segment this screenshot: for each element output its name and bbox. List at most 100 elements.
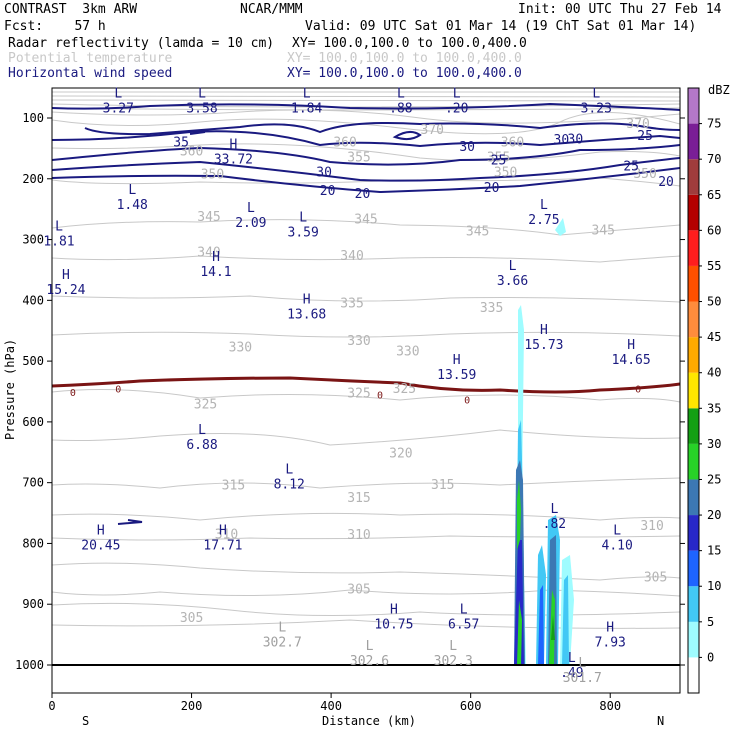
extremum-label: H 14.1	[200, 250, 231, 280]
extremum-label: L 8.12	[274, 463, 305, 493]
colorbar-swatch	[688, 88, 699, 124]
colorbar-swatch	[688, 479, 699, 516]
theta-label: 305	[347, 583, 370, 598]
y-tick-label: 100	[22, 111, 44, 125]
extremum-label: L 3.27	[103, 86, 134, 116]
colorbar: 0 5 10 15 20 25 30 35 40 45 50 55 60 65 70 75	[687, 87, 721, 694]
init-time: Init: 00 UTC Thu 27 Feb 14	[518, 2, 722, 17]
theta-label: 340	[340, 249, 363, 264]
colorbar-swatch	[688, 301, 699, 338]
extremum-label: L 3.66	[497, 259, 528, 289]
colorbar-tick-label: 75	[707, 117, 721, 131]
wind-label: 20	[484, 181, 500, 196]
wind-label: 35	[173, 135, 189, 150]
y-tick-label: 900	[22, 597, 44, 611]
wind-label: 0	[635, 384, 641, 395]
forecast-hour: Fcst: 57 h	[4, 19, 106, 34]
theta-label: 305	[180, 611, 203, 626]
extremum-label: H 33.72	[214, 137, 253, 167]
colorbar-swatch	[688, 265, 699, 302]
extremum-label: H 7.93	[595, 621, 626, 651]
x-tick-label: 0	[48, 699, 55, 713]
wind-label: 0	[70, 388, 76, 399]
theta-label: 315	[431, 478, 454, 493]
colorbar-tick-label: 20	[707, 508, 721, 522]
theta-label: 315	[222, 479, 245, 494]
theta-label: 325	[194, 397, 217, 412]
x-tick-label: 800	[599, 699, 621, 713]
extremum-label: H 13.68	[287, 292, 326, 322]
theta-label: 350	[633, 167, 656, 182]
theta-label: 360	[180, 144, 203, 159]
theta-label: 345	[592, 223, 615, 238]
colorbar-tick-label: 15	[707, 544, 721, 558]
extremum-label: L 302.6	[350, 639, 389, 669]
extremum-label: L .82	[543, 502, 566, 532]
colorbar-swatch	[688, 159, 699, 195]
wind-label: 30	[568, 132, 584, 147]
extremum-label: H 17.71	[203, 523, 242, 553]
theta-label: 360	[333, 135, 356, 150]
theta-label: 350	[494, 166, 517, 181]
plot-frame	[51, 87, 681, 694]
theta-label: 330	[396, 344, 419, 359]
colorbar-tick-label: 65	[707, 188, 721, 202]
colorbar-swatch	[688, 230, 699, 266]
extremum-label: L .20	[445, 86, 468, 116]
theta-label: 310	[640, 519, 663, 534]
theta-label: 305	[644, 570, 667, 585]
field-wind-xy: XY= 100.0,100.0 to 100.0,400.0	[287, 66, 522, 81]
colorbar-swatch	[688, 550, 699, 587]
colorbar-swatch	[688, 408, 699, 444]
extremum-label: H 14.65	[612, 338, 651, 368]
extremum-label: L .88	[389, 86, 412, 116]
wind-label: 30	[316, 166, 332, 181]
theta-label: 345	[197, 210, 220, 225]
extremum-label: L 302.3	[434, 639, 473, 669]
extremum-label: L 3.58	[186, 86, 217, 116]
wind-label: 20	[658, 175, 674, 190]
y-tick-label: 200	[22, 172, 44, 186]
theta-label: 325	[393, 382, 416, 397]
extrema-labels: L 3.27 L 3.58 L 1.84 L .88 L .20 L 3.23 H 33.72 L 1.48 L…	[43, 86, 650, 685]
extremum-label: H 20.45	[81, 523, 120, 553]
zero-contour-line	[52, 376, 680, 394]
extremum-label: L 1.48	[117, 183, 148, 213]
theta-label: 350	[201, 168, 224, 183]
colorbar-tick-label: 10	[707, 579, 721, 593]
colorbar-tick-label: 25	[707, 472, 721, 486]
x-tick-label: 200	[181, 699, 203, 713]
extremum-label: L 2.09	[235, 201, 266, 231]
wind-contours	[52, 102, 680, 525]
extremum-label: L 2.75	[528, 198, 559, 228]
colorbar-tick-label: 5	[707, 615, 714, 629]
extremum-label: L 1.84	[291, 86, 322, 116]
colorbar-swatch	[688, 586, 699, 622]
y-tick-label: 500	[22, 354, 44, 368]
extremum-label: L 1.81	[43, 219, 74, 249]
colorbar-unit: dBZ	[708, 83, 730, 97]
wind-label: 30	[554, 133, 570, 148]
theta-label: 340	[197, 245, 220, 260]
wind-label: 20	[320, 184, 336, 199]
valid-time: Valid: 09 UTC Sat 01 Mar 14 (19 ChT Sat …	[305, 19, 697, 34]
field-theta-xy: XY= 100.0,100.0 to 100.0,400.0	[287, 51, 522, 66]
theta-label: 320	[389, 446, 412, 461]
theta-label: 360	[501, 135, 524, 150]
colorbar-tick-label: 35	[707, 401, 721, 415]
y-axis-title: Pressure (hPa)	[3, 339, 17, 440]
theta-label: 345	[354, 212, 377, 227]
extremum-label: H 13.59	[437, 353, 476, 383]
theta-label: 315	[347, 491, 370, 506]
colorbar-swatch	[688, 515, 699, 551]
extremum-label: L 302.7	[263, 621, 302, 651]
extremum-label: H 15.24	[46, 268, 85, 298]
y-tick-label: 1000	[15, 658, 44, 672]
x-axis-title: Distance (km)	[322, 714, 416, 728]
colorbar-tick-label: 40	[707, 366, 721, 380]
colorbar-tick-label: 60	[707, 223, 721, 237]
